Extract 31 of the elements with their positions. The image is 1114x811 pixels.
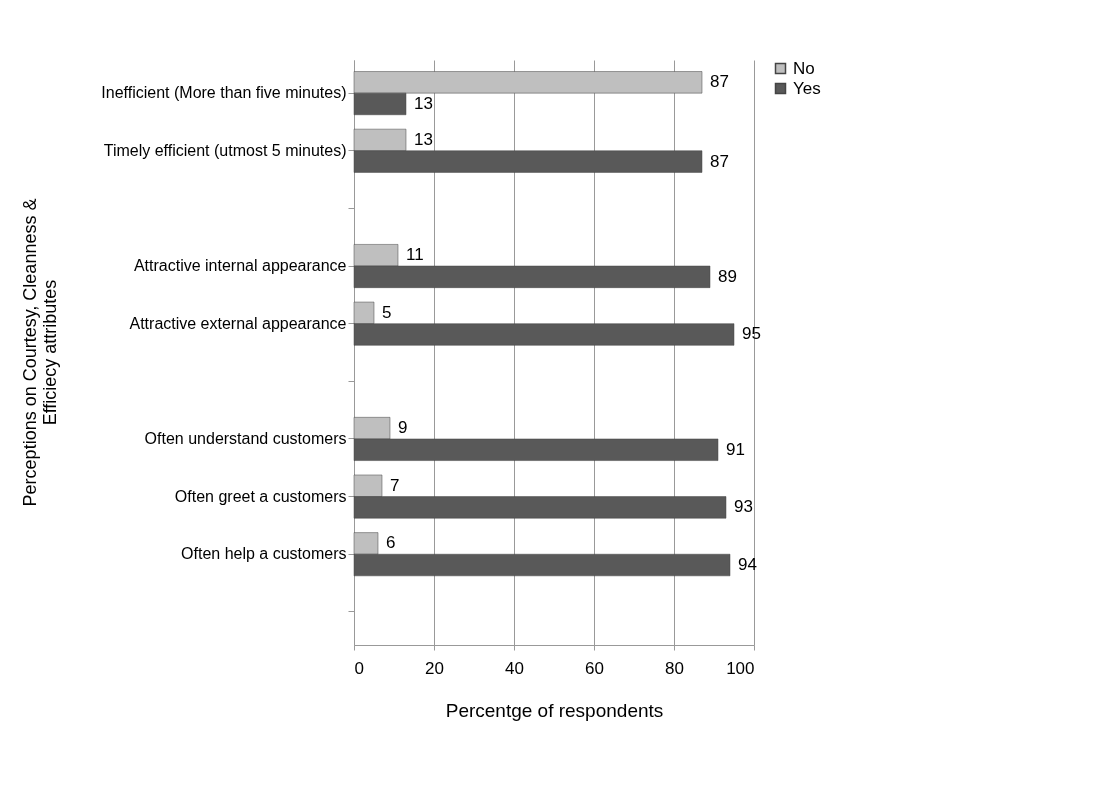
x-axis-title: Percentge of respondents — [445, 699, 664, 721]
legend-label: Yes — [793, 78, 821, 98]
y-tick-label: Attractive internal appearance — [133, 257, 347, 275]
data-label: 95 — [742, 324, 761, 344]
data-label: 5 — [382, 302, 392, 322]
data-label: 89 — [718, 266, 737, 286]
y-tick-label: Often understand customers — [144, 429, 347, 447]
x-tick-label: 40 — [505, 658, 524, 678]
x-tick-label: 20 — [425, 658, 444, 678]
x-tick-label: 0 — [354, 658, 364, 678]
data-label: 13 — [414, 93, 433, 113]
legend-label: No — [793, 58, 815, 78]
data-label: 7 — [390, 475, 400, 495]
data-label: 91 — [726, 439, 745, 459]
data-label: 6 — [386, 533, 396, 553]
data-label: 94 — [738, 555, 757, 575]
x-tick-label: 100 — [726, 658, 755, 678]
data-label: 9 — [398, 418, 408, 438]
y-tick-label: Often help a customers — [181, 545, 347, 563]
y-tick-label: Attractive external appearance — [129, 314, 347, 332]
y-tick-label: Often greet a customers — [174, 487, 347, 505]
data-label: 87 — [710, 151, 729, 171]
x-tick-label: 60 — [585, 658, 604, 678]
y-tick-label: Timely efficient (utmost 5 minutes) — [103, 141, 347, 159]
x-tick-label: 80 — [665, 658, 684, 678]
data-label: 11 — [406, 245, 424, 265]
data-label: 93 — [734, 497, 753, 517]
data-label: 87 — [710, 72, 729, 92]
data-label: 13 — [414, 129, 433, 149]
y-tick-label: Inefficient (More than five minutes) — [101, 84, 347, 102]
y-axis-title: Perceptions on Courtesy, Cleanness & Efficiecy attributes — [19, 198, 60, 507]
